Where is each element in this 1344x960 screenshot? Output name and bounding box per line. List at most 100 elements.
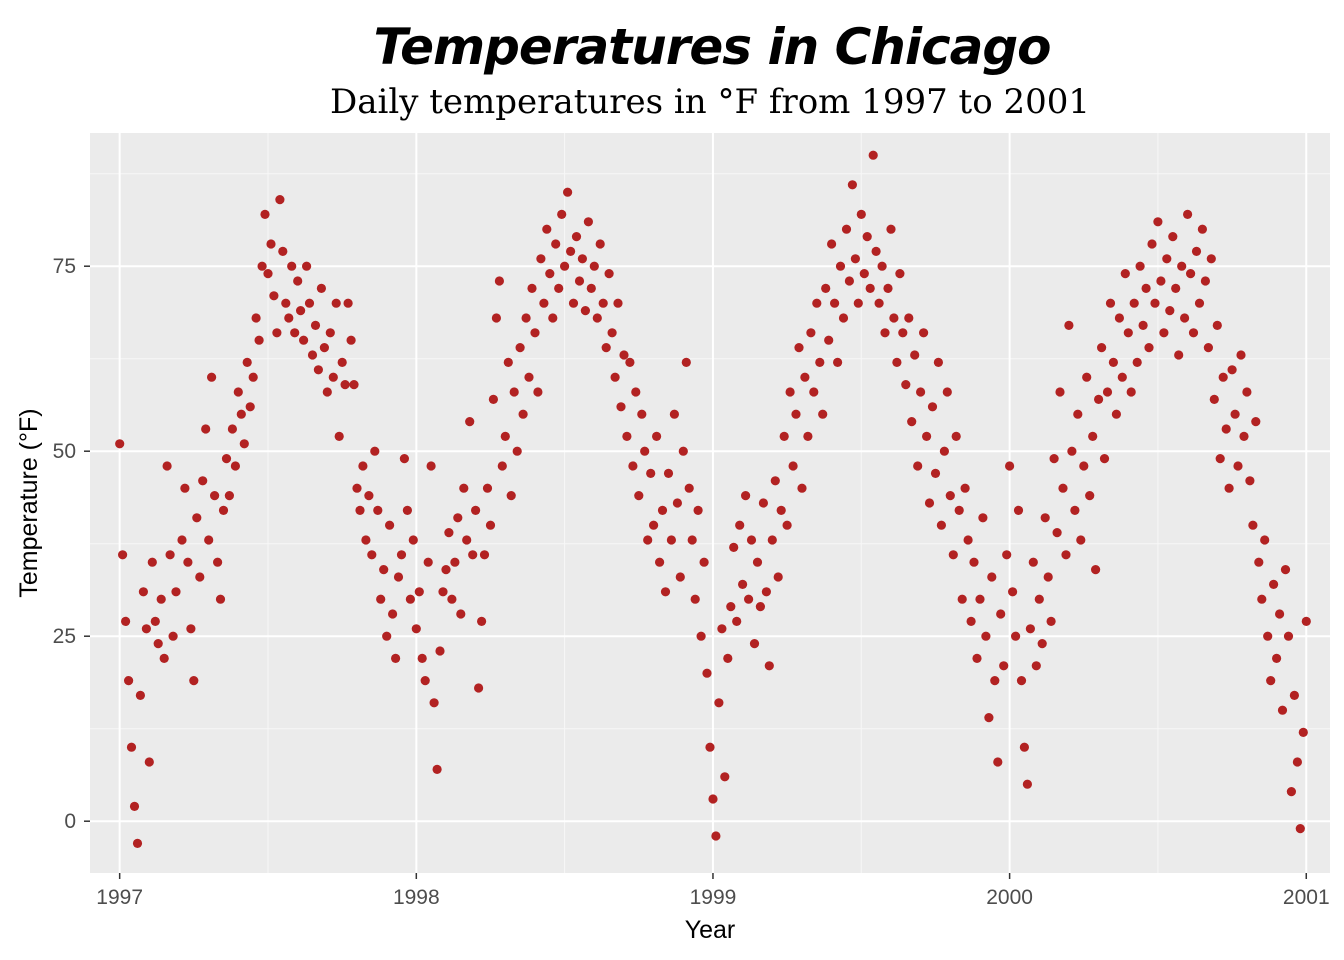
data-point [1049,454,1059,464]
data-point [622,431,632,441]
y-tick-label: 0 [64,810,76,833]
data-point [874,298,884,308]
data-point [242,357,252,367]
data-point [364,491,374,501]
data-point [827,239,837,249]
data-point [595,239,605,249]
data-point [1105,298,1116,308]
data-point [797,483,807,493]
data-point [438,587,448,597]
data-point [675,572,685,582]
data-point [960,483,970,493]
data-point [474,683,484,693]
data-point [293,276,303,286]
data-point [812,298,822,308]
data-point [871,246,881,256]
data-point [1286,787,1296,797]
data-point [847,180,858,190]
data-point [554,283,564,293]
data-point [1257,594,1267,604]
data-point [325,328,335,338]
data-point [177,535,187,545]
data-point [1186,269,1196,279]
data-point [566,246,576,256]
data-point [818,409,828,419]
data-point [171,587,181,597]
data-point [782,520,792,530]
x-tick-label: 2001 [1283,886,1330,909]
data-point [764,661,774,671]
data-point [485,520,496,530]
data-point [195,572,205,582]
data-point [1067,446,1077,456]
data-point [666,535,677,545]
data-point [738,579,748,590]
data-point [741,491,751,501]
data-point [391,653,401,664]
data-point [159,653,169,664]
data-point [649,520,659,530]
data-point [1135,261,1145,271]
data-point [115,439,125,449]
y-axis-label: Temperature (°F) [15,408,43,597]
data-point [1043,572,1053,582]
data-point [1206,254,1216,264]
data-point [1079,461,1089,471]
data-point [180,483,190,493]
data-point [150,616,160,627]
data-point [399,454,409,464]
data-point [494,276,504,286]
data-point [655,557,665,567]
data-point [1002,550,1012,560]
data-point [488,394,498,404]
data-point [580,306,591,316]
data-point [245,402,255,412]
data-point [589,261,599,271]
data-point [794,343,804,353]
data-point [699,557,709,567]
data-point [1076,535,1086,545]
data-point [260,209,270,219]
x-tick-label: 1997 [96,886,143,909]
data-point [1183,209,1193,219]
data-point [583,217,594,227]
data-point [574,276,585,286]
data-point [1191,246,1202,256]
data-point [1019,742,1029,752]
data-point [1031,661,1041,671]
data-point [723,653,733,664]
data-point [1165,306,1175,316]
data-point [773,572,783,582]
data-point [482,483,493,493]
data-point [471,505,481,515]
data-point [610,372,620,382]
data-point [162,461,172,471]
data-point [304,298,315,308]
data-point [509,387,519,397]
data-point [165,550,175,560]
data-point [521,313,531,323]
data-point [1203,343,1213,353]
data-point [1272,653,1282,664]
data-point [1221,424,1231,434]
y-tick-label: 50 [53,440,76,463]
data-point [1162,254,1172,264]
data-point [678,446,688,456]
data-point [663,468,674,478]
data-point [732,616,742,627]
data-point [316,283,326,293]
data-point [126,742,137,752]
data-point [1114,313,1124,323]
data-point [1266,676,1276,686]
data-point [1005,461,1015,471]
data-point [711,831,721,841]
data-point [904,313,914,323]
data-point [877,261,887,271]
data-point [628,461,638,471]
data-point [1298,727,1308,738]
data-point [405,594,415,604]
data-point [551,239,561,249]
data-points [115,150,1311,849]
data-point [257,261,267,271]
